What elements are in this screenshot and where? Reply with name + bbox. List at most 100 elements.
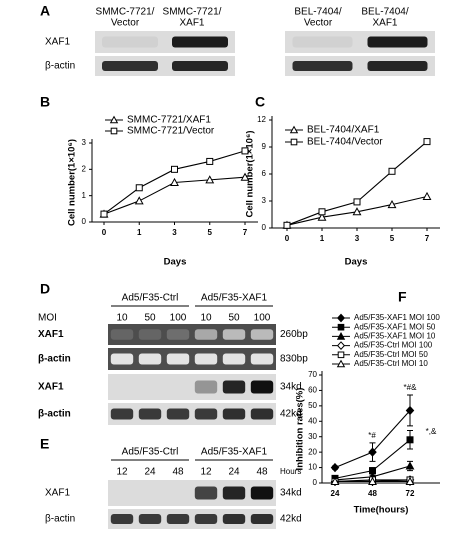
band: [110, 329, 134, 340]
marker: [290, 138, 298, 146]
marker: [368, 476, 377, 485]
lane-label: 48: [256, 467, 268, 478]
marker: [330, 462, 340, 473]
marker: [241, 147, 249, 155]
column-label: Vector: [111, 18, 140, 29]
marker: [422, 191, 432, 200]
marker: [205, 175, 215, 184]
band: [110, 514, 134, 524]
annotation: *,&: [426, 427, 437, 436]
band: [250, 380, 274, 394]
marker: [352, 207, 362, 216]
marker: [336, 341, 346, 350]
marker: [318, 208, 326, 216]
band: [222, 353, 246, 365]
legend-label: BEL-7404/Vector: [307, 137, 383, 148]
panel-label: A: [40, 3, 50, 19]
band: [194, 486, 218, 500]
marker: [405, 476, 415, 485]
lane-label: 10: [116, 313, 128, 324]
lane-label: 50: [144, 313, 156, 324]
x-tick-label: 5: [208, 228, 213, 237]
marker: [405, 461, 415, 470]
band: [102, 61, 158, 71]
band: [367, 61, 428, 71]
band: [138, 408, 162, 420]
band: [110, 408, 134, 420]
y-tick-label: 9: [262, 142, 267, 151]
marker: [171, 165, 178, 173]
marker: [289, 125, 299, 134]
x-tick-label: 5: [390, 234, 395, 243]
lane-title: Hours: [280, 467, 301, 476]
y-axis-title: Cell number(1×10⁶): [67, 139, 78, 226]
x-tick-label: 0: [285, 234, 290, 243]
row-label: β-actin: [45, 514, 75, 525]
x-axis-title: Days: [345, 257, 368, 268]
legend-label: SMMC-7721/Vector: [127, 126, 215, 137]
marker: [110, 127, 118, 135]
group-label: Ad5/F35-XAF1: [201, 447, 268, 458]
size-label: 34kd: [280, 382, 302, 393]
band: [166, 514, 190, 524]
legend-label: Ad5/F35-XAF1 MOI 100: [354, 313, 440, 322]
marker: [317, 212, 327, 221]
y-axis-title: Cell number(1×10⁶): [245, 131, 256, 218]
band: [166, 329, 190, 340]
band: [250, 329, 274, 340]
y-tick-label: 20: [308, 447, 317, 456]
y-tick-label: 3: [262, 196, 267, 205]
band: [222, 408, 246, 420]
size-label: 34kd: [280, 488, 302, 499]
band: [292, 36, 353, 48]
row-label: XAF1: [45, 37, 70, 48]
band: [194, 329, 218, 340]
band: [292, 61, 353, 71]
blot-row: [108, 480, 276, 506]
y-tick-label: 3: [82, 138, 87, 147]
size-label: 830bp: [280, 354, 308, 365]
row-label: XAF1: [45, 488, 70, 499]
y-tick-label: 60: [308, 386, 317, 395]
band: [194, 408, 218, 420]
legend-label: Ad5/F35-XAF1 MOI 10: [354, 332, 436, 341]
lane-label: 100: [170, 313, 187, 324]
lane-label: 48: [172, 467, 184, 478]
band: [222, 514, 246, 524]
band: [166, 353, 190, 365]
marker: [336, 313, 346, 323]
panel-label: E: [40, 436, 49, 452]
x-tick-label: 3: [355, 234, 360, 243]
lane-title: MOI: [38, 313, 57, 324]
lane-label: 24: [228, 467, 240, 478]
legend-label: Ad5/F35-Ctrl MOI 10: [354, 359, 428, 368]
band: [222, 486, 246, 500]
marker: [336, 331, 346, 340]
marker: [100, 210, 108, 218]
marker: [135, 184, 143, 192]
column-label: XAF1: [179, 18, 204, 29]
x-axis-title: Days: [164, 257, 187, 268]
band: [250, 353, 274, 365]
group-label: Ad5/F35-XAF1: [201, 293, 268, 304]
y-tick-label: 0: [82, 217, 87, 226]
group-label: Ad5/F35-Ctrl: [122, 293, 179, 304]
row-label: β-actin: [38, 409, 71, 420]
column-label: BEL-7404/: [294, 7, 341, 18]
x-tick-label: 3: [172, 228, 177, 237]
column-label: XAF1: [372, 18, 397, 29]
band: [102, 36, 158, 48]
legend-label: Ad5/F35-XAF1 MOI 50: [354, 322, 436, 331]
y-tick-label: 6: [262, 169, 267, 178]
band: [172, 36, 228, 48]
marker: [387, 199, 397, 209]
band: [250, 408, 274, 420]
size-label: 260bp: [280, 329, 308, 340]
x-tick-label: 48: [368, 489, 377, 498]
panel-label: F: [398, 289, 407, 305]
panel-label: D: [40, 281, 50, 297]
marker: [109, 115, 119, 124]
panel-label: B: [40, 94, 50, 110]
marker: [406, 436, 414, 444]
